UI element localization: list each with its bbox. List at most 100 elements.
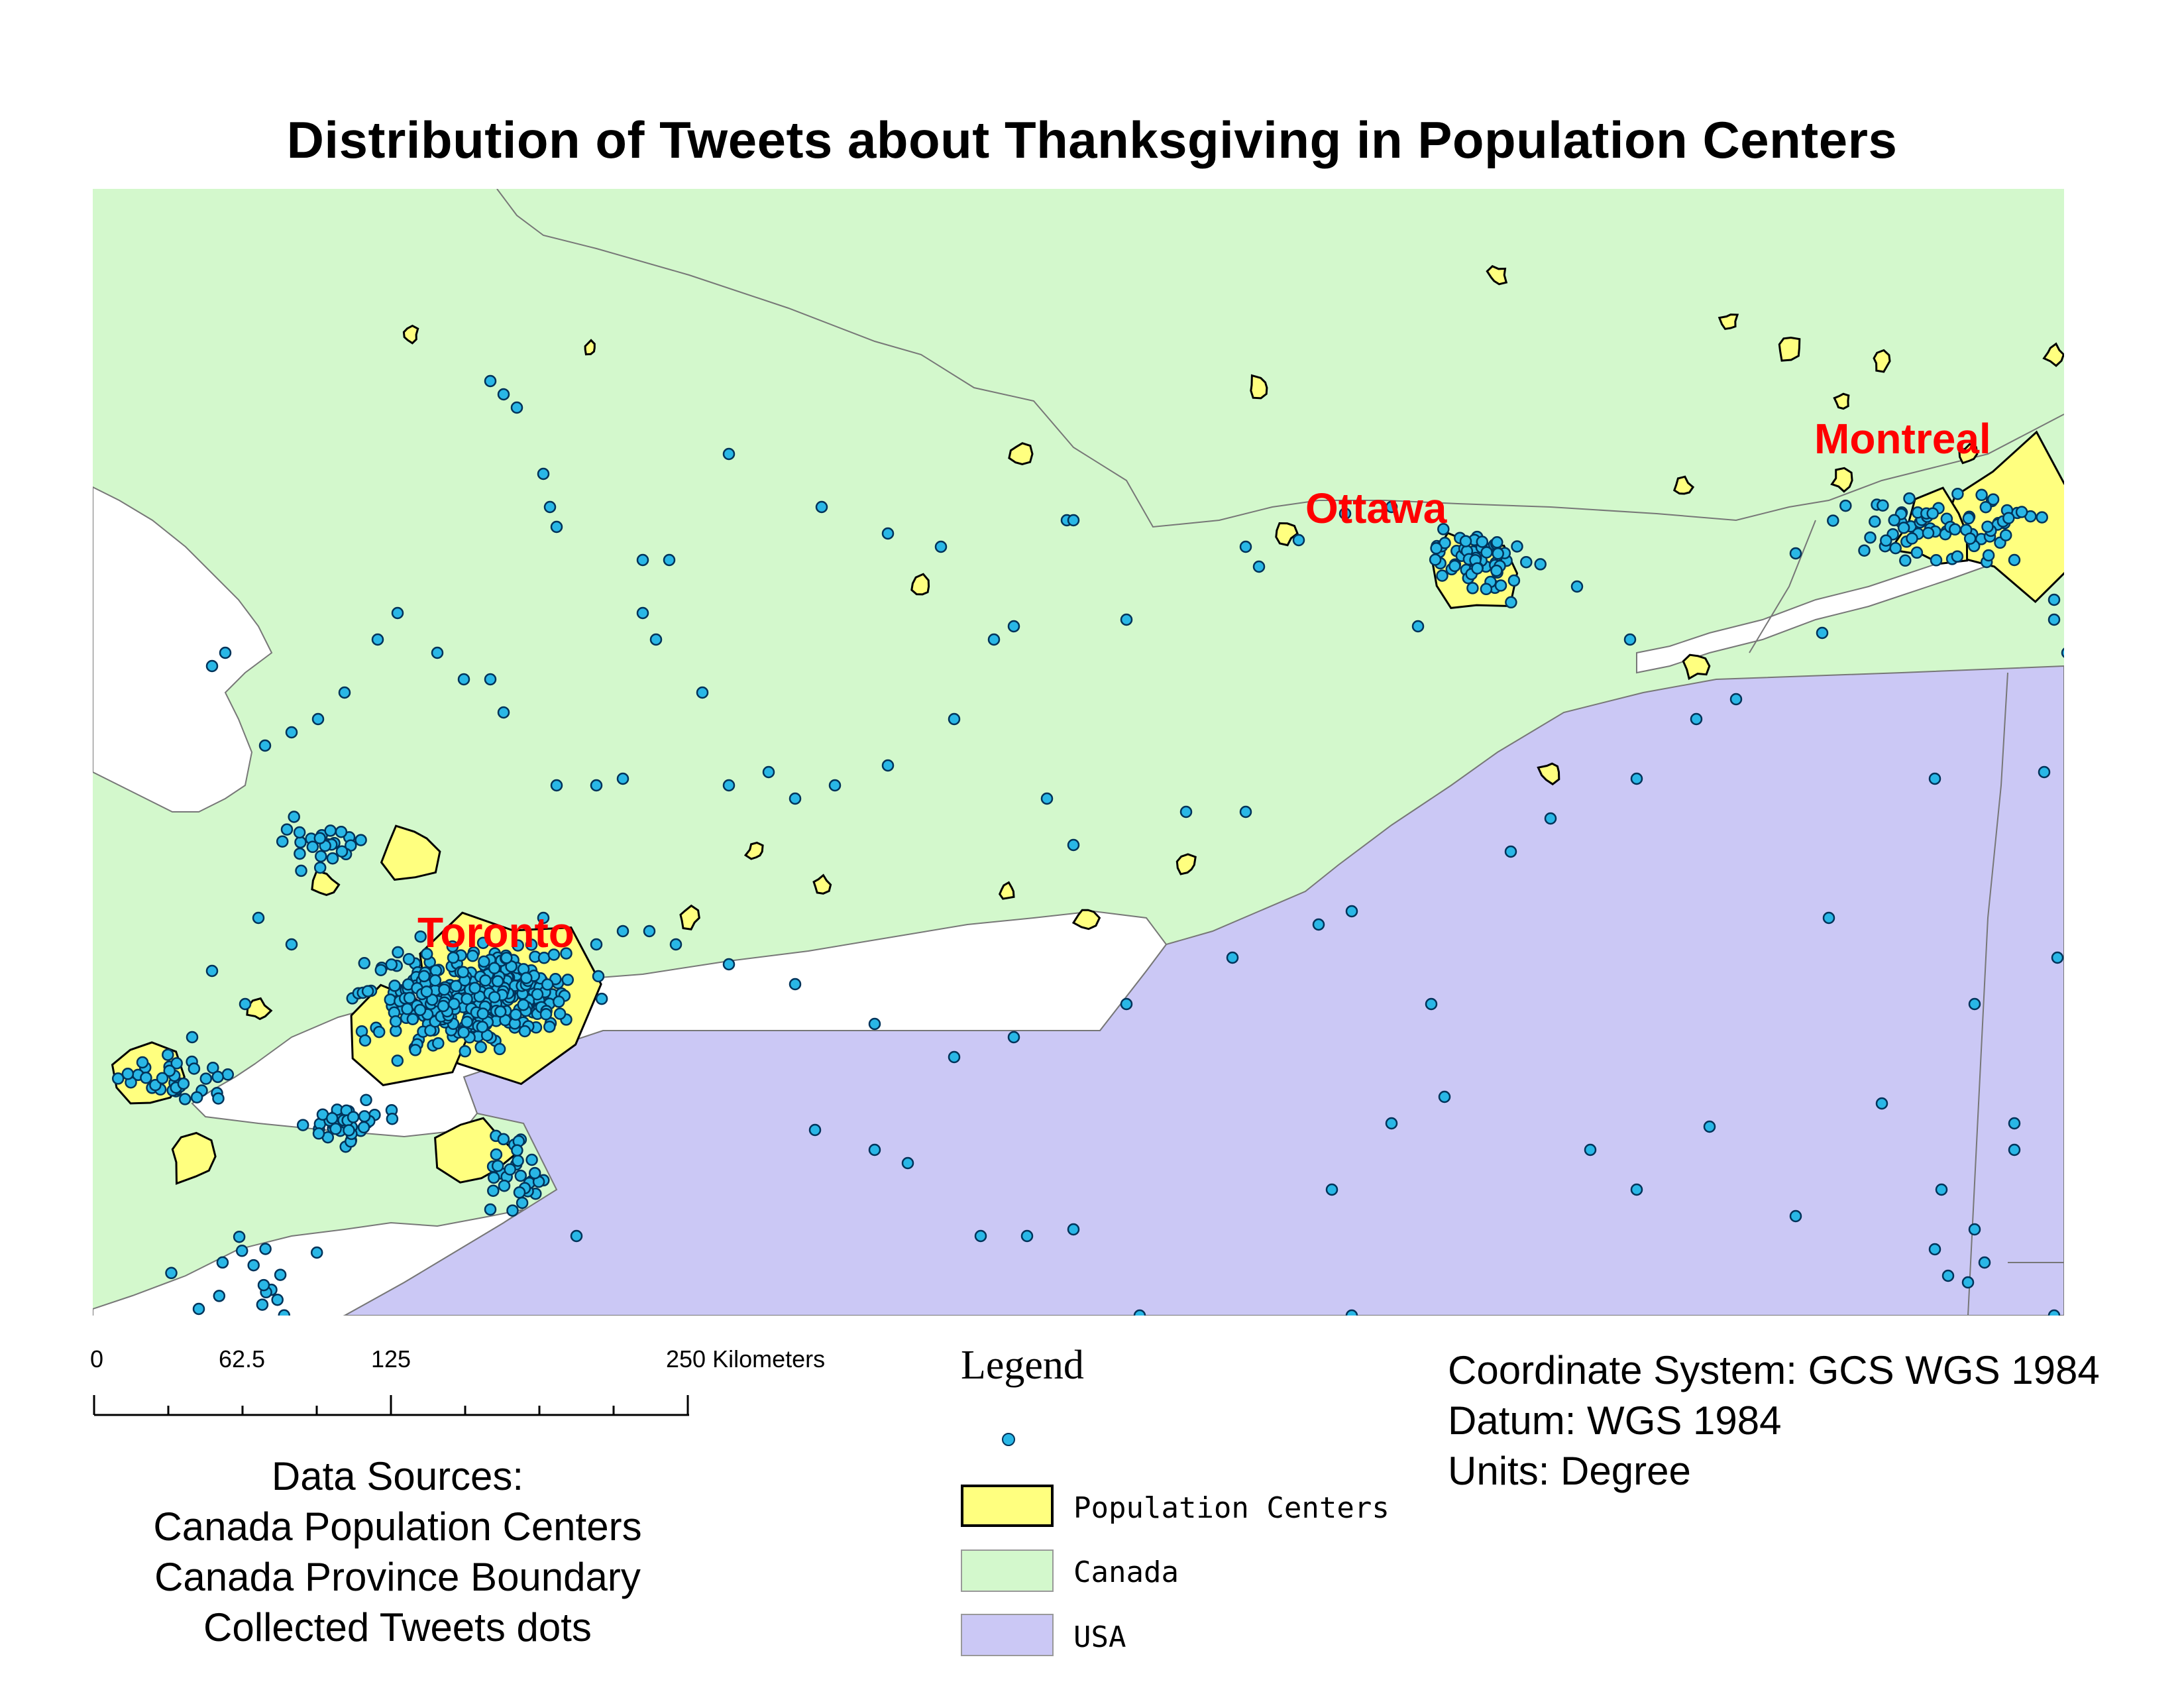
population-center-brantford	[171, 1131, 217, 1185]
tweet-dot	[1690, 712, 1703, 726]
population-center-town	[910, 573, 930, 596]
tweet-dot	[1385, 1117, 1398, 1130]
tweet-dot	[1007, 1031, 1020, 1044]
tweet-dot	[293, 826, 306, 839]
city-label-toronto: Toronto	[417, 909, 574, 956]
tweet-dot	[1897, 522, 1910, 534]
scale-label-62-5: 62.5	[219, 1345, 266, 1373]
population-center-town	[1008, 442, 1034, 465]
population-center-town	[311, 870, 341, 896]
tweet-dot	[525, 938, 538, 951]
tweet-dot	[326, 852, 339, 865]
legend-canada-swatch	[961, 1549, 1054, 1592]
legend-usa-swatch	[961, 1614, 1054, 1656]
coordinate-info: Coordinate System: GCS WGS 1984 Datum: W…	[1448, 1345, 2100, 1496]
tweet-dot	[1928, 1243, 1941, 1256]
tweet-dot	[590, 938, 603, 951]
tweet-dot	[1345, 1309, 1358, 1316]
tweet-dot	[595, 992, 608, 1005]
tweet-dot	[1935, 1183, 1948, 1196]
tweet-dot	[358, 957, 371, 970]
tweet-dot	[1476, 535, 1489, 548]
province-boundary	[496, 189, 2064, 528]
tweet-dot	[156, 1072, 169, 1085]
tweet-dot	[466, 950, 479, 962]
tweet-dot	[2015, 506, 2028, 518]
tweet-dot	[190, 1091, 203, 1103]
tweet-dot	[1816, 626, 1829, 640]
tweet-dot	[616, 925, 629, 938]
tweet-dot	[696, 686, 709, 699]
tweet-dot	[205, 659, 219, 673]
tweet-dot	[636, 553, 649, 567]
tweet-dot	[815, 500, 828, 514]
scale-label-125: 125	[371, 1345, 411, 1373]
tweet-dot	[335, 825, 348, 838]
tweet-dot	[1020, 1229, 1034, 1243]
population-center-town	[1250, 374, 1268, 400]
tweet-dot	[537, 467, 550, 480]
tweet-dot	[374, 964, 388, 976]
tweet-dot	[239, 997, 252, 1011]
population-center-town	[998, 881, 1015, 900]
tweet-dot	[547, 948, 561, 961]
tweet-dot	[528, 1166, 541, 1180]
tweet-dot	[1869, 515, 1881, 528]
tweet-dot	[285, 938, 298, 951]
tweet-dot	[431, 646, 444, 659]
tweet-dot	[358, 1110, 371, 1123]
tweet-dot	[1120, 997, 1133, 1011]
tweet-dot	[271, 1293, 284, 1306]
city-label-montreal: Montreal	[1814, 415, 1991, 463]
tweet-dot	[165, 1266, 178, 1280]
tweet-dot	[1789, 1210, 1802, 1223]
tweet-dot	[338, 686, 351, 699]
tweet-dot	[1067, 1223, 1080, 1236]
tweet-dots-layer	[111, 374, 2064, 1316]
population-center-town	[1175, 853, 1197, 875]
population-center-town	[679, 904, 700, 930]
tweet-dot	[358, 1034, 372, 1047]
tweet-dot	[484, 673, 497, 686]
tweet-dot	[517, 998, 530, 1011]
data-source-item: Collected Tweets dots	[203, 1605, 592, 1650]
tweet-dot	[388, 980, 401, 992]
tweet-dot	[212, 1092, 225, 1105]
tweet-dot	[221, 1068, 235, 1081]
tweet-dot	[447, 951, 460, 964]
tweet-dot	[1312, 918, 1325, 931]
tweet-dot	[1999, 529, 2012, 541]
tweet-dot	[762, 765, 775, 779]
data-sources-heading: Data Sources:	[271, 1454, 524, 1498]
tweet-dot	[1425, 997, 1438, 1011]
tweet-dot	[948, 712, 961, 726]
scale-bar-ruler	[93, 1395, 689, 1416]
tweet-dot	[406, 1013, 419, 1025]
tweet-dot	[199, 1072, 213, 1085]
population-center-town	[1833, 392, 1850, 410]
tweet-dot	[188, 1062, 201, 1075]
legend-population-swatch	[961, 1485, 1054, 1527]
georgian-bay	[93, 486, 273, 813]
tweet-dot	[539, 1008, 553, 1021]
tweet-dot	[1961, 1276, 1975, 1289]
datum: Datum: WGS 1984	[1448, 1398, 1782, 1443]
population-center-town	[1778, 336, 1801, 362]
tweet-dot	[140, 1072, 152, 1084]
tweet-dot	[186, 1031, 199, 1044]
tweet-dot	[1903, 492, 1916, 505]
tweet-dot	[457, 1026, 470, 1039]
tweet-dot	[1505, 596, 1517, 609]
tweet-dot	[722, 958, 736, 971]
tweet-dot	[541, 978, 554, 991]
tweet-dot	[429, 964, 443, 977]
tweet-dot	[1729, 693, 1743, 706]
tweet-dot	[371, 633, 384, 646]
tweet-dot	[1822, 911, 1835, 925]
map-frame: Toronto Ottawa Montreal	[93, 189, 2064, 1316]
tweet-dot	[1570, 580, 1584, 593]
tweet-dot	[1981, 520, 1994, 533]
tweet-dot	[974, 1229, 987, 1243]
tweet-dot	[1630, 1183, 1643, 1196]
tweet-dot	[1292, 534, 1305, 547]
